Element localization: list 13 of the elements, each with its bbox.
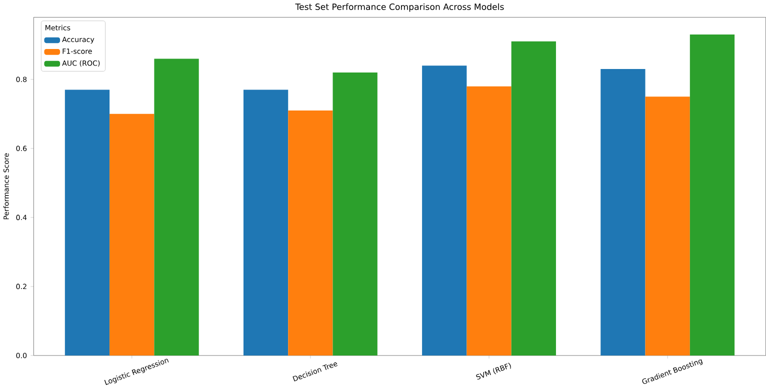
bar bbox=[511, 41, 556, 356]
bar bbox=[645, 96, 690, 356]
chart-title: Test Set Performance Comparison Across Models bbox=[295, 3, 504, 12]
bar bbox=[600, 69, 646, 356]
bar bbox=[466, 86, 512, 356]
bar bbox=[288, 110, 333, 356]
bar bbox=[64, 90, 110, 356]
bar bbox=[110, 114, 154, 356]
bar bbox=[332, 72, 378, 356]
bar bbox=[690, 34, 735, 356]
bar bbox=[422, 66, 467, 356]
bar bbox=[154, 58, 199, 356]
bar bbox=[243, 90, 288, 356]
